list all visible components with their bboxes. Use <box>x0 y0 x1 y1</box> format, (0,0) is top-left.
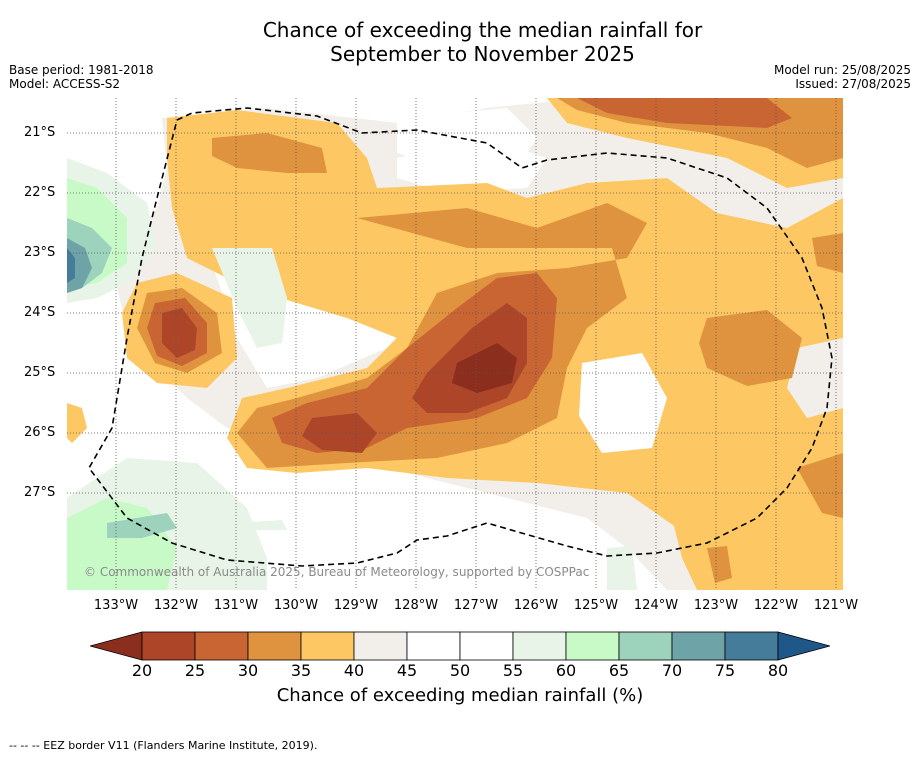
map-title: Chance of exceeding the median rainfall … <box>0 18 919 66</box>
colorbar-swatch <box>141 631 196 661</box>
contour-25-30-topright <box>577 98 792 128</box>
lon-label: 125°W <box>573 598 619 613</box>
colorbar-svg <box>88 631 832 661</box>
colorbar-arrow-low <box>88 631 143 661</box>
contour-55-60-small <box>237 520 287 530</box>
colorbar-tick-label: 75 <box>714 661 736 680</box>
colorbar-swatch <box>618 631 673 661</box>
colorbar-tick-label: 80 <box>767 661 789 680</box>
contour-55-60-bottom <box>607 546 637 590</box>
colorbar-tick-label: 65 <box>608 661 630 680</box>
lon-label: 126°W <box>513 598 559 613</box>
colorbar-tick-label: 35 <box>290 661 312 680</box>
colorbar <box>88 631 832 661</box>
map-gridlines <box>67 98 843 590</box>
rainfall-map <box>67 98 843 590</box>
lon-label: 127°W <box>453 598 499 613</box>
colorbar-swatch <box>353 631 408 661</box>
colorbar-swatch <box>406 631 461 661</box>
contour-70-75-left <box>67 238 92 293</box>
lat-label: 23°S <box>24 245 56 260</box>
colorbar-swatch <box>247 631 302 661</box>
lon-label: 131°W <box>213 598 259 613</box>
colorbar-swatch <box>512 631 567 661</box>
contour-30-35-bottomright <box>797 453 843 518</box>
lon-label: 133°W <box>93 598 139 613</box>
model-run: Model run: 25/08/2025 <box>773 63 911 77</box>
colorbar-tick-label: 45 <box>396 661 418 680</box>
issued-date: Issued: 27/08/2025 <box>795 77 911 91</box>
colorbar-tick-label: 30 <box>237 661 259 680</box>
lat-label: 27°S <box>24 485 56 500</box>
colorbar-tick-label: 25 <box>184 661 206 680</box>
lat-label: 25°S <box>24 365 56 380</box>
colorbar-swatch <box>671 631 726 661</box>
contour-30-35-small <box>707 546 732 583</box>
colorbar-arrow-high <box>777 631 832 661</box>
model-name: Model: ACCESS-S2 <box>9 77 121 91</box>
meta-right: Model run: 25/08/2025 Issued: 27/08/2025 <box>774 63 911 91</box>
copyright-notice: © Commonwealth of Australia 2025, Bureau… <box>84 565 590 579</box>
colorbar-tick-label: 55 <box>502 661 524 680</box>
eez-border <box>88 107 833 567</box>
eez-footnote: -- -- -- EEZ border V11 (Flanders Marine… <box>9 739 318 752</box>
contour-white-hole-1 <box>579 353 667 453</box>
colorbar-swatch <box>565 631 620 661</box>
contour-20-25-small <box>302 413 377 453</box>
colorbar-tick-label: 20 <box>131 661 153 680</box>
contour-65-70-bottom <box>107 513 177 538</box>
colorbar-swatch <box>459 631 514 661</box>
title-line-1: Chance of exceeding the median rainfall … <box>262 18 703 42</box>
lon-label: 128°W <box>393 598 439 613</box>
lat-label: 26°S <box>24 425 56 440</box>
lon-label: 132°W <box>153 598 199 613</box>
lat-label: 24°S <box>24 305 56 320</box>
contour-below-20 <box>452 343 517 393</box>
lon-label: 123°W <box>693 598 739 613</box>
lon-label: 124°W <box>633 598 679 613</box>
colorbar-swatch <box>724 631 779 661</box>
lon-label: 130°W <box>273 598 319 613</box>
title-line-2: September to November 2025 <box>330 42 635 66</box>
colorbar-tick-label: 70 <box>661 661 683 680</box>
contour-30-35-farright <box>812 233 843 273</box>
colorbar-tick-label: 50 <box>449 661 471 680</box>
colorbar-swatch <box>300 631 355 661</box>
colorbar-label: Chance of exceeding median rainfall (%) <box>276 685 644 706</box>
contour-20-25-left <box>162 308 197 358</box>
contour-30-35-topleft <box>212 133 327 173</box>
contour-75-80-left <box>67 248 75 283</box>
contour-55-60-mid <box>212 248 287 348</box>
meta-left: Base period: 1981-2018 Model: ACCESS-S2 <box>9 63 154 91</box>
lon-label: 122°W <box>753 598 799 613</box>
colorbar-swatch <box>194 631 249 661</box>
lat-label: 21°S <box>24 125 56 140</box>
colorbar-tick-label: 40 <box>343 661 365 680</box>
base-period: Base period: 1981-2018 <box>9 63 154 77</box>
colorbar-tick-label: 60 <box>555 661 577 680</box>
lon-label: 121°W <box>813 598 859 613</box>
lon-label: 129°W <box>333 598 379 613</box>
map-canvas <box>67 98 843 590</box>
contour-25-30-main <box>272 273 557 453</box>
lat-label: 22°S <box>24 185 56 200</box>
contour-white-hole-3 <box>787 338 843 418</box>
contour-white-hole-2 <box>397 108 537 173</box>
